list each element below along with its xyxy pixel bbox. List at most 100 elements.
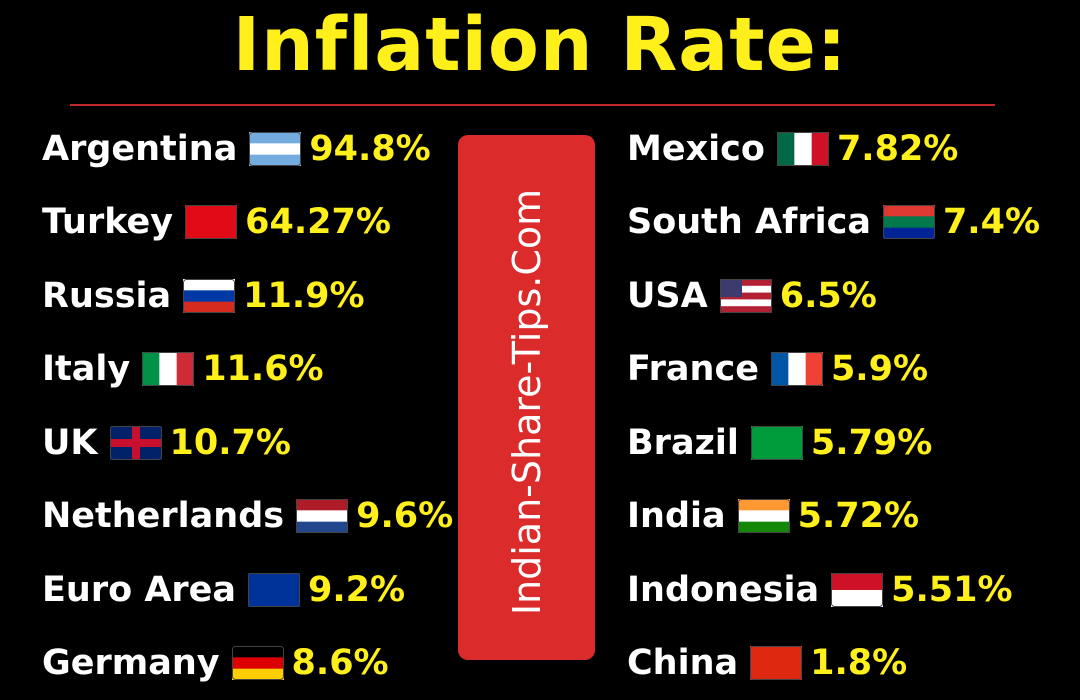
country-name: Brazil [627, 423, 739, 463]
inflation-rate: 5.79% [811, 423, 932, 463]
flag-stripe [738, 499, 790, 511]
country-row: Euro Area 9.2% [42, 553, 453, 627]
inflation-rate: 5.72% [798, 496, 919, 536]
flag-icon [750, 646, 802, 680]
country-row: UK 10.7% [42, 406, 453, 480]
country-name: South Africa [627, 202, 871, 242]
flag-stripe [232, 658, 284, 670]
inflation-rate: 5.51% [891, 570, 1012, 610]
right-list: Mexico 7.82% South Africa 7.4% USA 6.5% France… [627, 112, 1040, 700]
flag-stripe [296, 511, 348, 523]
watermark: Indian-Share-Tips.Com [505, 189, 549, 615]
flag-stripe [738, 522, 790, 533]
country-name: Russia [42, 276, 171, 316]
flag-stripe [249, 143, 301, 155]
inflation-rate: 7.4% [943, 202, 1040, 242]
flag-stripe [777, 132, 795, 166]
inflation-rate: 6.5% [780, 276, 877, 316]
country-name: China [627, 643, 738, 683]
left-list: Argentina 94.8% Turkey 64.27% Russia 11.9% Ita… [42, 112, 453, 700]
flag-stripe [249, 154, 301, 165]
country-name: USA [627, 276, 708, 316]
inflation-rate: 94.8% [309, 129, 430, 169]
country-row: Brazil 5.79% [627, 406, 1040, 480]
flag-icon [232, 646, 284, 680]
flag-stripe [177, 352, 194, 386]
flag-icon [777, 132, 829, 166]
country-name: France [627, 349, 759, 389]
flag-icon [248, 573, 300, 607]
country-name: Turkey [42, 202, 173, 242]
country-name: India [627, 496, 726, 536]
flag-stripe [160, 352, 178, 386]
flag-icon [142, 352, 194, 386]
flag-icon [296, 499, 348, 533]
flag-icon [249, 132, 301, 166]
flag-icon [720, 279, 772, 313]
flag-icon [751, 426, 803, 460]
country-row: Argentina 94.8% [42, 112, 453, 186]
flag-stripe [883, 228, 935, 239]
inflation-rate: 5.9% [831, 349, 928, 389]
country-row: Mexico 7.82% [627, 112, 1040, 186]
inflation-rate: 64.27% [245, 202, 391, 242]
country-name: Mexico [627, 129, 765, 169]
flag-icon [738, 499, 790, 533]
inflation-rate: 11.6% [202, 349, 323, 389]
country-name: Euro Area [42, 570, 236, 610]
flag-stripe [750, 646, 802, 680]
flag-icon [883, 205, 935, 239]
title: Inflation Rate: [0, 2, 1080, 88]
flag-stripe [831, 590, 883, 607]
country-name: Indonesia [627, 570, 819, 610]
flag-cross [110, 439, 162, 447]
flag-stripe [232, 646, 284, 658]
country-name: Italy [42, 349, 130, 389]
flag-stripe [720, 306, 772, 313]
flag-stripe [185, 205, 237, 239]
country-row: South Africa 7.4% [627, 186, 1040, 260]
country-row: Russia 11.9% [42, 259, 453, 333]
country-name: Argentina [42, 129, 237, 169]
inflation-rate: 7.82% [837, 129, 958, 169]
flag-stripe [296, 522, 348, 533]
inflation-rate: 10.7% [170, 423, 291, 463]
flag-canton [720, 279, 742, 297]
flag-stripe [296, 499, 348, 511]
flag-stripe [806, 352, 823, 386]
flag-stripe [183, 290, 235, 302]
country-row: Indonesia 5.51% [627, 553, 1040, 627]
country-name: Germany [42, 643, 220, 683]
flag-stripe [232, 669, 284, 680]
country-row: France 5.9% [627, 333, 1040, 407]
flag-icon [771, 352, 823, 386]
country-row: Italy 11.6% [42, 333, 453, 407]
flag-stripe [248, 573, 300, 607]
flag-icon [185, 205, 237, 239]
flag-stripe [831, 573, 883, 591]
flag-stripe [183, 301, 235, 312]
flag-stripe [812, 132, 829, 166]
flag-stripe [883, 205, 935, 217]
flag-stripe [249, 132, 301, 144]
flag-stripe [183, 279, 235, 291]
flag-stripe [771, 352, 789, 386]
flag-icon [183, 279, 235, 313]
country-row: Turkey 64.27% [42, 186, 453, 260]
country-row: China 1.8% [627, 627, 1040, 700]
inflation-rate: 9.2% [308, 570, 405, 610]
country-row: India 5.72% [627, 480, 1040, 554]
country-row: USA 6.5% [627, 259, 1040, 333]
flag-icon [110, 426, 162, 460]
country-name: Netherlands [42, 496, 284, 536]
flag-stripe [142, 352, 160, 386]
inflation-rate: 11.9% [243, 276, 364, 316]
flag-stripe [751, 426, 803, 460]
inflation-rate: 1.8% [810, 643, 907, 683]
inflation-rate: 8.6% [292, 643, 389, 683]
country-row: Germany 8.6% [42, 627, 453, 700]
country-name: UK [42, 423, 98, 463]
flag-stripe [883, 217, 935, 229]
